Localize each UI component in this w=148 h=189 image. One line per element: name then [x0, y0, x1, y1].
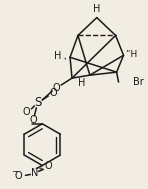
Text: H: H [78, 78, 86, 88]
Text: O: O [15, 171, 22, 181]
Text: O: O [49, 88, 57, 98]
Text: ’’H: ’’H [126, 50, 138, 59]
Text: S: S [35, 96, 42, 109]
Text: −: − [11, 167, 18, 176]
Text: H: H [54, 51, 61, 61]
Text: O: O [52, 83, 60, 93]
Text: +: + [37, 167, 43, 172]
Text: O: O [23, 107, 30, 117]
Text: N: N [31, 168, 38, 178]
Text: O: O [44, 161, 52, 171]
Text: O: O [30, 115, 37, 125]
Text: Br: Br [133, 77, 144, 87]
Text: H: H [93, 4, 100, 14]
Text: .,: ., [62, 52, 67, 61]
